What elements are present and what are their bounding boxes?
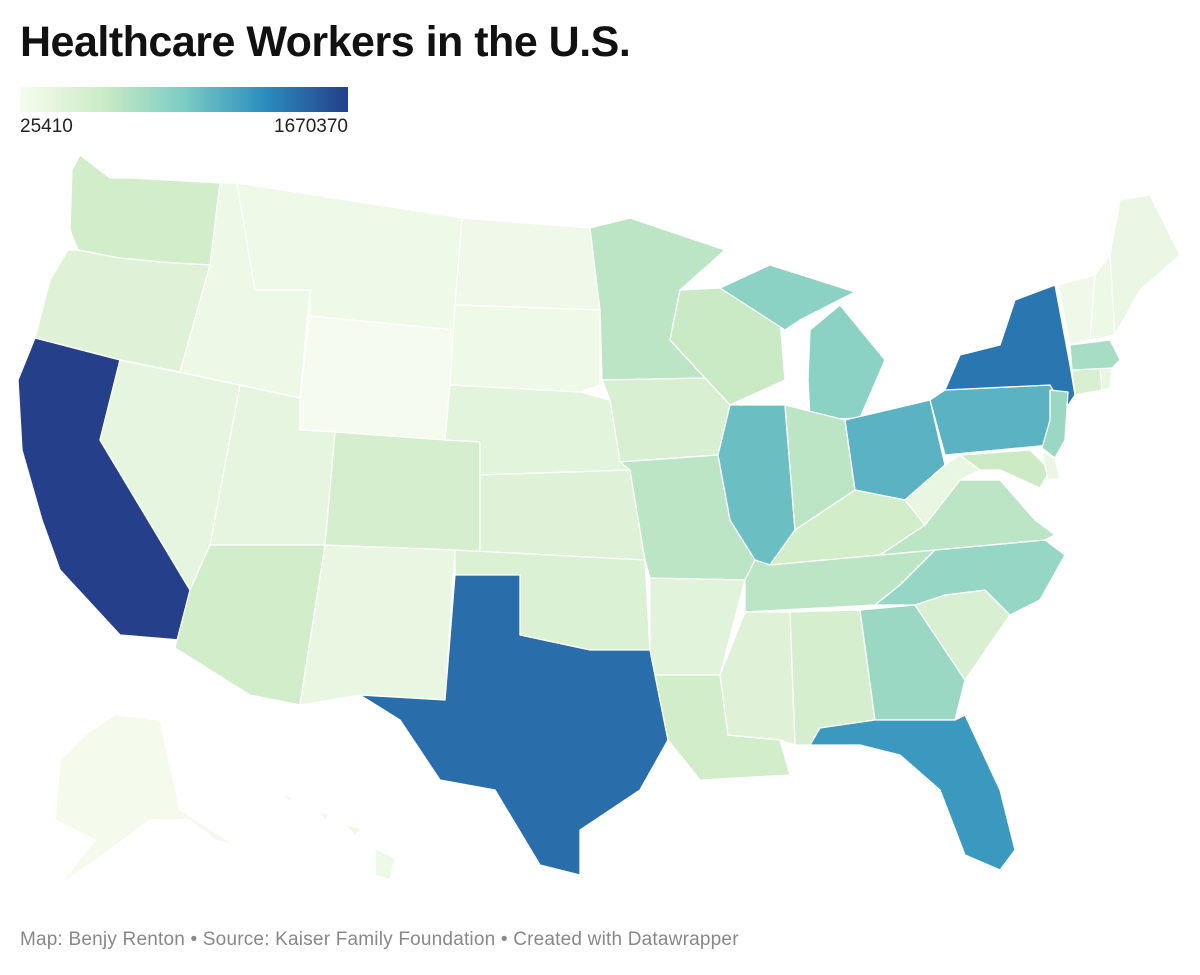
state-alaska[interactable] [54,714,236,886]
state-kansas[interactable] [479,469,646,561]
legend-labels: 25410 1670370 [20,116,350,140]
state-texas[interactable] [359,574,669,876]
us-states-map [17,154,1181,886]
legend-max-label: 1670370 [274,116,348,137]
state-connecticut[interactable] [1071,367,1103,396]
state-rhode-island[interactable] [1099,367,1113,391]
state-florida[interactable] [809,714,1016,871]
state-north-carolina[interactable] [874,539,1066,616]
state-massachusetts[interactable] [1069,339,1121,371]
state-delaware[interactable] [1041,451,1061,481]
state-hawaii[interactable] [281,794,396,881]
state-new-mexico[interactable] [299,544,456,706]
legend-min-label: 25410 [20,116,73,137]
state-south-dakota[interactable] [449,304,601,393]
state-north-dakota[interactable] [454,217,601,311]
map-title: Healthcare Workers in the U.S. [20,18,631,66]
state-maryland[interactable] [959,449,1051,489]
source-credit: Map: Benjy Renton • Source: Kaiser Famil… [20,929,739,950]
color-legend: 25410 1670370 [20,87,350,140]
state-maine[interactable] [1109,194,1181,336]
state-georgia[interactable] [859,604,966,721]
state-wyoming[interactable] [299,315,456,441]
legend-gradient-bar [20,87,348,112]
state-iowa[interactable] [601,377,731,463]
state-washington[interactable] [69,154,221,266]
state-colorado[interactable] [324,431,481,556]
